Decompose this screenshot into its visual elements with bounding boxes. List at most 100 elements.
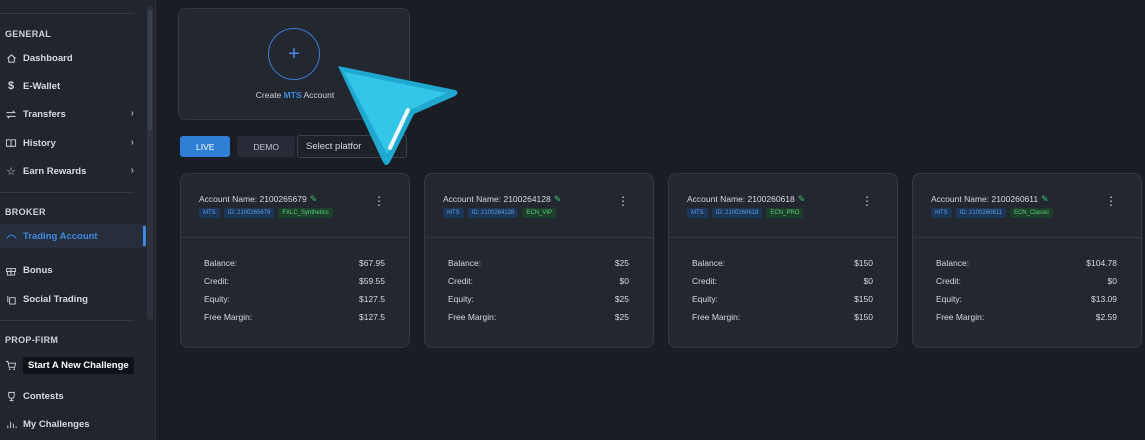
- account-type-tabs: LIVE DEMO: [180, 136, 302, 157]
- sidebar-item-social-trading[interactable]: Social Trading: [0, 287, 146, 311]
- free-margin-label: Free Margin:: [692, 312, 741, 322]
- account-name-text: Account Name: 2100260618: [687, 194, 795, 204]
- card-divider: [913, 237, 1141, 238]
- platform-badge: MTS: [931, 208, 952, 218]
- create-suffix: Account: [303, 90, 335, 100]
- account-badges: MTS ID: 2100265679 FXLC_Synthetics: [199, 208, 337, 218]
- pointer-cursor-icon: [338, 66, 458, 165]
- tab-live[interactable]: LIVE: [180, 136, 231, 157]
- id-badge: ID: 2100265679: [223, 208, 275, 218]
- sidebar-item-my-challenges[interactable]: My Challenges: [0, 412, 146, 436]
- credit-label: Credit:: [936, 276, 962, 286]
- create-account-label: Create MTS Account: [179, 90, 411, 100]
- section-broker: BROKER: [5, 207, 46, 217]
- credit-value: $59.55: [359, 276, 385, 286]
- equity-value: $25: [614, 294, 629, 304]
- edit-icon[interactable]: ✎: [1041, 194, 1049, 204]
- credit-label: Credit:: [204, 276, 230, 286]
- account-badges: MTS ID: 2100260611 ECN_Classic: [931, 208, 1057, 218]
- equity-value: $13.09: [1091, 294, 1117, 304]
- sidebar-scrollbar-thumb[interactable]: [148, 10, 152, 130]
- balance-row: Balance: $104.78: [936, 258, 1117, 268]
- equity-value: $127.5: [359, 294, 385, 304]
- equity-value: $150: [854, 294, 873, 304]
- home-icon: [5, 52, 17, 64]
- more-options-icon[interactable]: ⋮: [617, 194, 629, 208]
- sidebar-item-history[interactable]: History ›: [0, 131, 146, 155]
- sidebar-item-label: Transfers: [23, 108, 66, 120]
- more-options-icon[interactable]: ⋮: [861, 194, 873, 208]
- credit-label: Credit:: [448, 276, 474, 286]
- group-badge: ECN_Classic: [1009, 208, 1054, 218]
- free-margin-row: Free Margin: $2.59: [936, 312, 1117, 322]
- sidebar-divider: [0, 13, 134, 14]
- sidebar-item-label: Dashboard: [23, 52, 73, 64]
- balance-label: Balance:: [692, 258, 726, 268]
- account-card: Account Name: 2100265679 ✎ MTS ID: 210026…: [180, 173, 410, 348]
- account-card: Account Name: 2100264128 ✎ MTS ID: 210026…: [424, 173, 654, 348]
- sidebar-item-contests[interactable]: Contests: [0, 384, 146, 408]
- edit-icon[interactable]: ✎: [797, 194, 806, 204]
- more-options-icon[interactable]: ⋮: [1105, 194, 1117, 208]
- credit-label: Credit:: [692, 276, 718, 286]
- sidebar-divider: [0, 320, 134, 321]
- sidebar-item-transfers[interactable]: Transfers ›: [0, 102, 146, 126]
- book-icon: [5, 137, 17, 149]
- platform-badge: MTS: [687, 208, 708, 218]
- sidebar-item-earn-rewards[interactable]: ☆ Earn Rewards ›: [0, 159, 146, 183]
- edit-icon[interactable]: ✎: [553, 194, 562, 204]
- chart-icon: [5, 230, 17, 242]
- sidebar-item-trading-account[interactable]: Trading Account: [0, 224, 146, 248]
- credit-row: Credit: $59.55: [204, 276, 385, 286]
- plus-icon[interactable]: +: [268, 28, 320, 80]
- more-options-icon[interactable]: ⋮: [373, 194, 385, 208]
- account-name-text: Account Name: 2100260611: [931, 194, 1039, 204]
- credit-value: $0: [619, 276, 629, 286]
- dollar-icon: $: [7, 80, 15, 92]
- tab-demo[interactable]: DEMO: [237, 136, 295, 157]
- sidebar-item-label: Start A New Challenge: [23, 356, 134, 374]
- balance-label: Balance:: [936, 258, 970, 268]
- free-margin-row: Free Margin: $25: [448, 312, 629, 322]
- sidebar-item-bonus[interactable]: Bonus: [0, 258, 146, 282]
- transfer-icon: [5, 108, 17, 120]
- sidebar-scrollbar[interactable]: [147, 6, 153, 320]
- group-badge: FXLC_Synthetics: [278, 208, 333, 218]
- credit-value: $0: [1107, 276, 1117, 286]
- sidebar-item-label: History: [23, 137, 56, 149]
- balance-value: $104.78: [1086, 258, 1117, 268]
- sidebar-item-label: E-Wallet: [23, 80, 61, 92]
- chevron-right-icon: ›: [130, 165, 134, 176]
- free-margin-value: $25: [614, 312, 629, 322]
- credit-row: Credit: $0: [692, 276, 873, 286]
- equity-label: Equity:: [448, 294, 474, 304]
- sidebar-item-dashboard[interactable]: Dashboard: [0, 46, 146, 70]
- sidebar-item-label: Earn Rewards: [23, 165, 87, 177]
- free-margin-value: $2.59: [1095, 312, 1117, 322]
- credit-row: Credit: $0: [936, 276, 1117, 286]
- account-name: Account Name: 2100260611 ✎: [931, 194, 1049, 205]
- equity-label: Equity:: [692, 294, 718, 304]
- credit-value: $0: [863, 276, 873, 286]
- balance-row: Balance: $25: [448, 258, 629, 268]
- sidebar-item-start-challenge[interactable]: Start A New Challenge: [0, 353, 146, 377]
- account-name-text: Account Name: 2100264128: [443, 194, 551, 204]
- free-margin-row: Free Margin: $150: [692, 312, 873, 322]
- balance-value: $67.95: [359, 258, 385, 268]
- free-margin-label: Free Margin:: [936, 312, 985, 322]
- section-general: GENERAL: [5, 29, 52, 39]
- chevron-right-icon: ›: [130, 108, 134, 119]
- id-badge: ID: 2100260618: [711, 208, 763, 218]
- equity-row: Equity: $127.5: [204, 294, 385, 304]
- sidebar-item-ewallet[interactable]: $ E-Wallet: [0, 74, 146, 98]
- free-margin-value: $127.5: [359, 312, 385, 322]
- free-margin-label: Free Margin:: [448, 312, 497, 322]
- bar-chart-icon: [5, 418, 17, 430]
- group-badge: ECN_VIP: [522, 208, 557, 218]
- account-name: Account Name: 2100260618 ✎: [687, 194, 805, 205]
- edit-icon[interactable]: ✎: [309, 194, 318, 204]
- balance-row: Balance: $150: [692, 258, 873, 268]
- create-prefix: Create: [255, 90, 282, 100]
- copy-icon: [5, 293, 17, 305]
- sidebar-item-label: Social Trading: [23, 293, 88, 305]
